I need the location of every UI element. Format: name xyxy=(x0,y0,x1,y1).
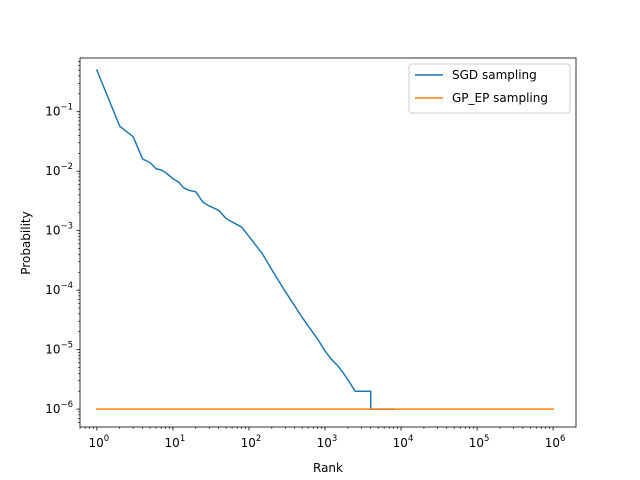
y-tick-label: 10−3 xyxy=(45,222,73,238)
x-tick-label: 100 xyxy=(89,434,110,450)
series-line-sgd-sampling xyxy=(95,69,395,410)
x-tick-label: 103 xyxy=(317,434,338,450)
y-tick-label: 10−4 xyxy=(45,281,73,297)
x-tick-label: 101 xyxy=(165,434,186,450)
legend-box xyxy=(408,63,571,114)
x-axis-title: Rank xyxy=(313,461,343,475)
y-tick-label: 10−2 xyxy=(45,162,73,178)
x-axis-ticks: 100 101 102 103 104 105 106 xyxy=(79,427,566,450)
x-tick-label: 105 xyxy=(469,434,490,450)
x-tick-label: 102 xyxy=(241,434,262,450)
plot-frame xyxy=(79,57,577,428)
legend-label-sgd: SGD sampling xyxy=(452,68,537,82)
y-tick-label: 10−6 xyxy=(45,400,73,416)
y-tick-label: 10−5 xyxy=(45,341,73,357)
y-axis-ticks: 10−6 10−5 10−4 10−3 10−2 10−1 xyxy=(45,61,80,423)
y-tick-label: 10−1 xyxy=(45,103,73,119)
x-tick-label: 106 xyxy=(545,434,566,450)
series-lines xyxy=(95,69,554,410)
legend-label-gp-ep: GP_EP sampling xyxy=(452,91,548,105)
x-tick-label: 104 xyxy=(393,434,414,450)
legend: SGD sampling GP_EP sampling xyxy=(408,63,571,114)
y-axis-title: Probability xyxy=(19,211,33,274)
